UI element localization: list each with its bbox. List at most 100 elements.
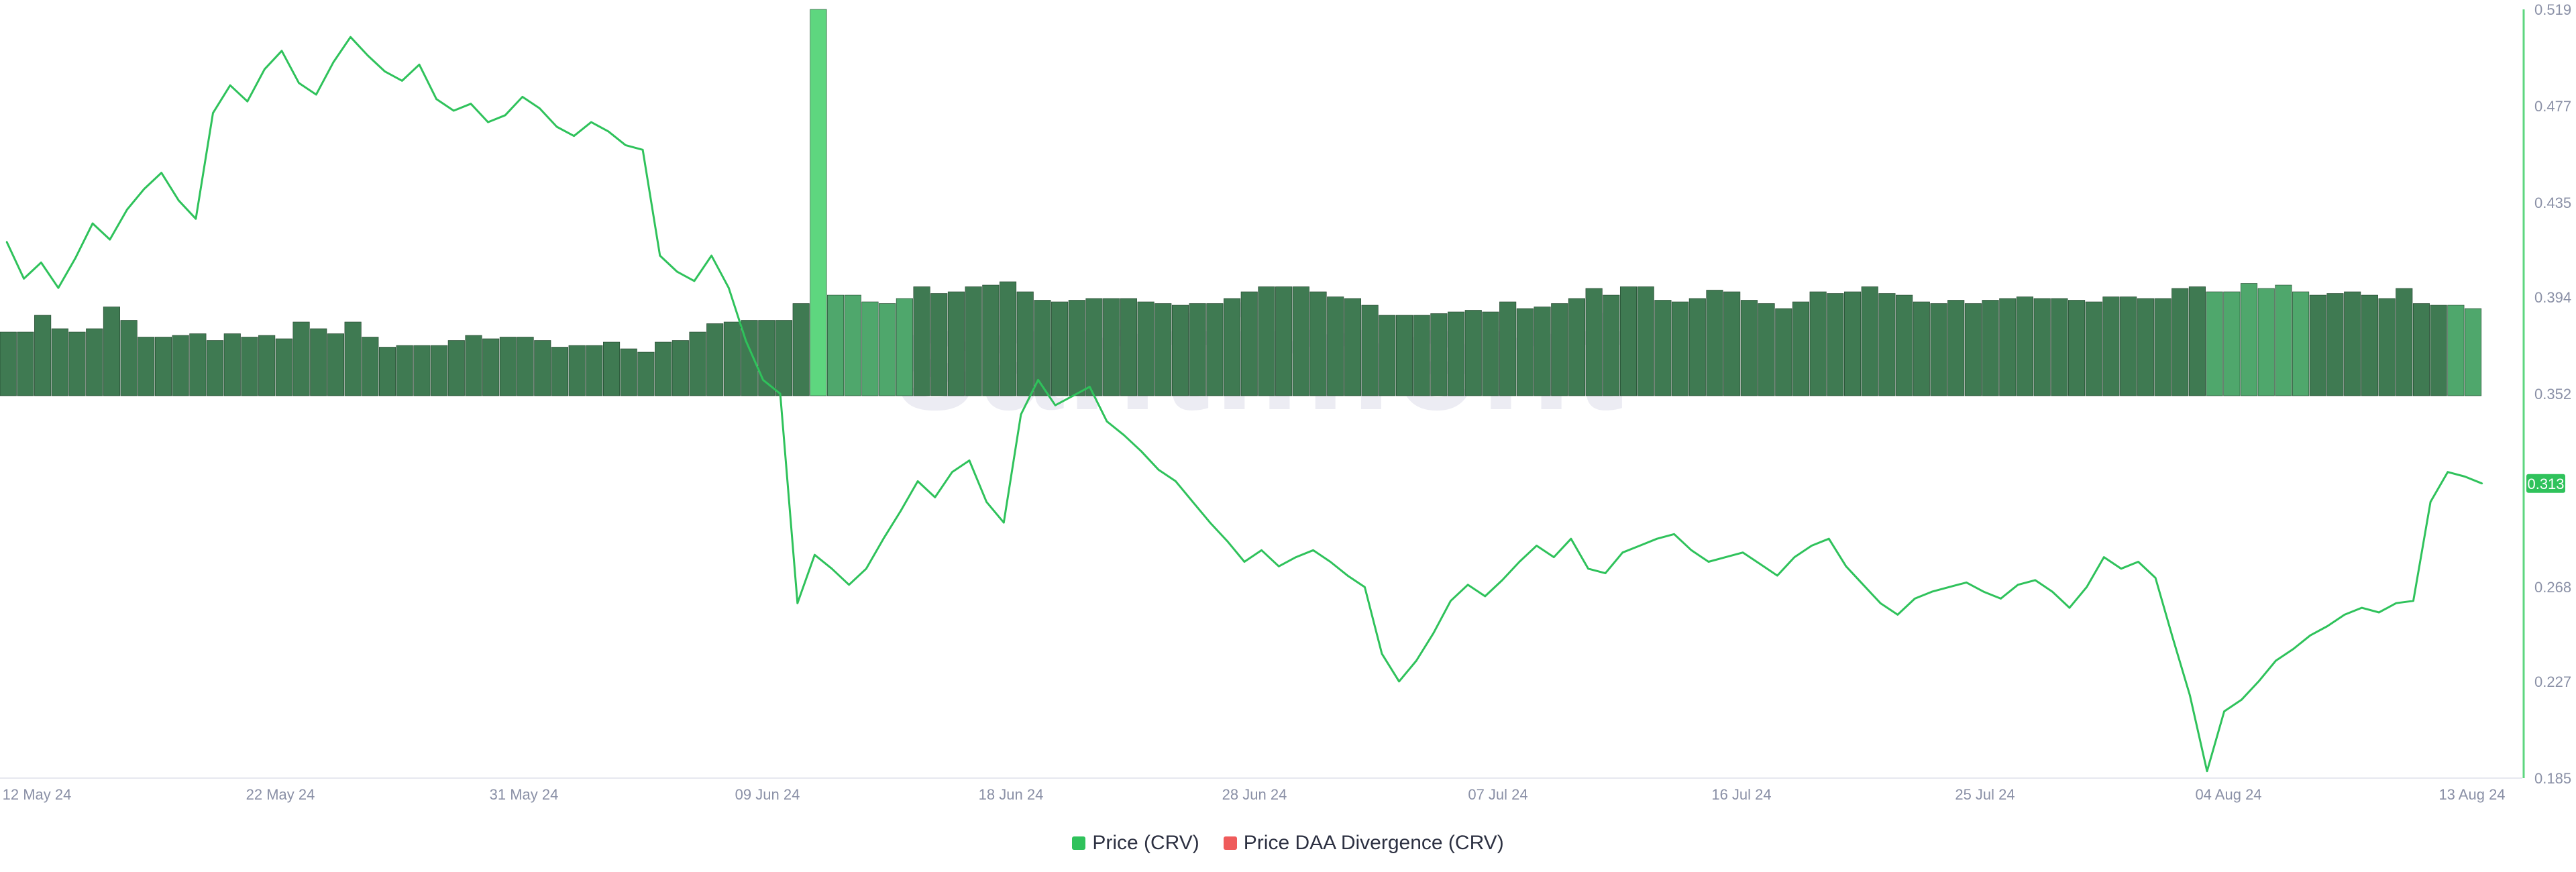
divergence-bar — [965, 286, 982, 396]
divergence-bar — [1706, 290, 1723, 396]
divergence-bar — [1568, 298, 1585, 396]
divergence-bar — [103, 307, 120, 396]
price-point — [1587, 567, 1589, 569]
price-point — [160, 172, 162, 174]
price-point — [1071, 395, 1074, 397]
divergence-bar — [517, 337, 534, 396]
divergence-bar — [1379, 315, 1396, 396]
price-point — [504, 114, 506, 116]
divergence-bar — [86, 328, 103, 396]
price-point — [728, 287, 730, 289]
price-point — [1003, 521, 1005, 524]
price-point — [109, 238, 111, 241]
price-point — [951, 471, 953, 473]
price-point — [1191, 501, 1194, 503]
y-tick-label: 0.394 — [2534, 289, 2571, 306]
x-tick-label: 04 Aug 24 — [2195, 786, 2261, 803]
divergence-bar — [68, 331, 86, 396]
divergence-bar — [2223, 291, 2241, 396]
divergence-bar — [1051, 301, 1069, 396]
price-point — [573, 135, 575, 137]
price-point — [1690, 549, 1693, 551]
divergence-bar — [1792, 301, 1810, 396]
divergence-bar — [344, 321, 362, 396]
divergence-bar — [396, 345, 413, 396]
x-tick-label: 07 Jul 24 — [1468, 786, 1527, 803]
legend-item-divergence[interactable]: Price DAA Divergence (CRV) — [1223, 832, 1504, 855]
divergence-bar — [2033, 298, 2051, 396]
price-point — [1226, 540, 1228, 542]
divergence-bar — [1827, 293, 1844, 396]
price-point — [1364, 586, 1366, 588]
divergence-bar — [586, 345, 603, 396]
divergence-bar — [2309, 294, 2326, 396]
divergence-bar — [413, 345, 431, 396]
price-point — [796, 602, 799, 604]
price-point — [229, 85, 231, 87]
x-tick-label: 16 Jul 24 — [1711, 786, 1771, 803]
price-point — [521, 96, 523, 98]
price-point — [1879, 602, 1882, 604]
price-point — [2241, 699, 2243, 701]
price-point — [1828, 538, 1830, 540]
price-point — [1157, 469, 1160, 471]
price-point — [1656, 538, 1658, 540]
x-tick-label: 12 May 24 — [3, 786, 72, 803]
x-tick-label: 31 May 24 — [490, 786, 559, 803]
divergence-bar — [2361, 294, 2378, 396]
price-point — [934, 496, 936, 498]
divergence-bar — [310, 328, 327, 396]
divergence-bar — [2344, 291, 2361, 396]
divergence-bar — [51, 328, 68, 396]
divergence-bar — [1482, 311, 1499, 396]
divergence-bar — [1688, 298, 1706, 396]
divergence-bar — [2120, 296, 2137, 396]
price-point — [57, 287, 60, 289]
price-point — [23, 278, 25, 280]
divergence-bar — [34, 315, 52, 396]
price-point — [539, 107, 541, 109]
price-point — [2189, 694, 2191, 696]
divergence-bar — [723, 321, 741, 396]
divergence-bar — [1672, 301, 1689, 396]
price-point — [1450, 600, 1452, 602]
x-tick-label: 18 Jun 24 — [979, 786, 1044, 803]
divergence-bar — [792, 303, 810, 396]
price-point — [2068, 606, 2071, 609]
y-tick-label: 0.268 — [2534, 579, 2571, 596]
price-point — [1914, 598, 1916, 600]
divergence-bar — [465, 335, 482, 396]
divergence-bar — [534, 340, 551, 396]
price-point — [1020, 413, 1022, 416]
divergence-bar — [482, 338, 500, 396]
price-point — [745, 339, 747, 342]
price-point — [916, 480, 919, 482]
divergence-bar — [879, 303, 896, 396]
divergence-bar — [1551, 303, 1568, 396]
price-point — [676, 270, 678, 273]
divergence-bar — [1292, 286, 1309, 396]
divergence-bar — [2378, 298, 2396, 396]
price-point — [2464, 476, 2466, 478]
divergence-bar — [1016, 291, 1034, 396]
price-point — [848, 584, 850, 586]
divergence-bar — [258, 335, 276, 396]
divergence-bar — [1464, 310, 1482, 396]
legend-item-price[interactable]: Price (CRV) — [1072, 832, 1199, 855]
divergence-bar — [1723, 291, 1741, 396]
divergence-bar — [2430, 305, 2447, 396]
divergence-bar — [637, 351, 655, 396]
price-point — [1793, 556, 1796, 558]
divergence-bar — [947, 291, 965, 396]
price-point — [1570, 538, 1572, 540]
price-point — [350, 36, 352, 38]
divergence-bar — [1964, 303, 1982, 396]
price-point — [1106, 421, 1108, 423]
price-point — [1209, 521, 1212, 524]
divergence-bar — [2206, 291, 2223, 396]
price-point — [1725, 556, 1727, 558]
price-point — [625, 144, 627, 146]
price-point — [1896, 614, 1898, 616]
price-point — [882, 538, 885, 540]
divergence-bar — [0, 331, 17, 396]
